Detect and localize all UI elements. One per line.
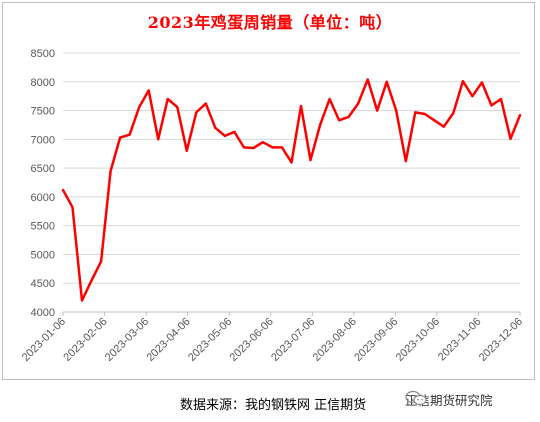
chart-title: 2023年鸡蛋周销量（单位：吨）	[147, 13, 393, 32]
x-tick-label: 2023-10-06	[394, 316, 442, 364]
x-tick-label: 2023-01-06	[20, 316, 68, 364]
y-tick-label: 5000	[31, 249, 55, 261]
y-tick-label: 6000	[31, 192, 55, 204]
x-tick-label: 2023-05-06	[186, 316, 234, 364]
x-tick-label: 2023-12-06	[477, 316, 525, 364]
chart-frame	[2, 2, 535, 380]
y-tick-label: 5500	[31, 221, 55, 233]
watermark: 正信期货研究院	[405, 390, 493, 409]
y-tick-label: 7000	[31, 134, 55, 146]
x-tick-label: 2023-07-06	[269, 316, 317, 364]
y-tick-label: 8500	[31, 48, 55, 60]
source-note: 数据来源：我的钢铁网 正信期货	[180, 398, 367, 413]
series-line	[61, 78, 522, 302]
x-tick-label: 2023-04-06	[144, 316, 192, 364]
y-tick-label: 7500	[31, 106, 55, 118]
watermark-text: 正信期货研究院	[405, 393, 493, 408]
y-tick-label: 4500	[31, 278, 55, 290]
x-tick-label: 2023-06-06	[228, 316, 276, 364]
line-chart: 4000 4500 5000 5500 6000 6500 7000 7500 8000 8500…	[20, 48, 525, 364]
y-tick-label: 4000	[31, 307, 55, 319]
y-tick-label: 6500	[31, 163, 55, 175]
x-tick-label: 2023-02-06	[61, 316, 109, 364]
y-tick-label: 8000	[31, 77, 55, 89]
x-tick-label: 2023-09-06	[352, 316, 400, 364]
x-tick-label: 2023-03-06	[103, 316, 151, 364]
wechat-icon	[405, 390, 427, 406]
x-tick-label: 2023-08-06	[311, 316, 359, 364]
